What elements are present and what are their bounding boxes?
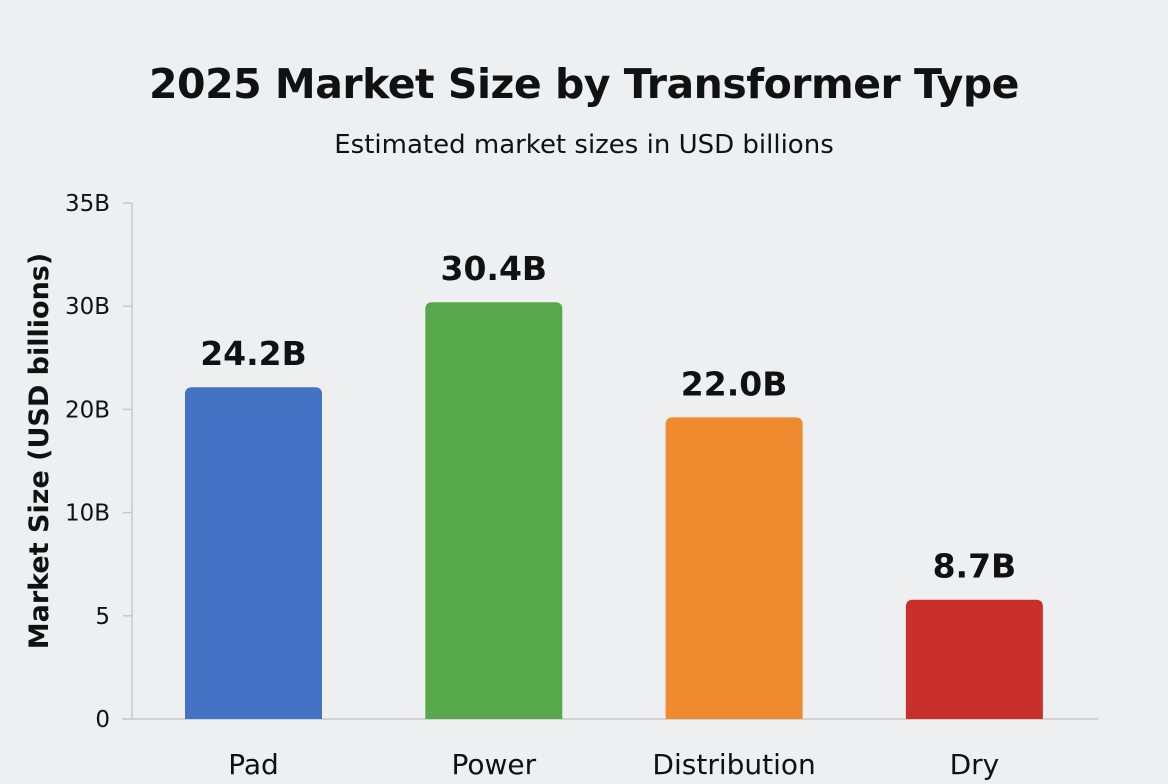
chart-subtitle: Estimated market sizes in USD billions: [334, 130, 834, 160]
y-tick-label: 20B: [65, 397, 110, 423]
data-label: 22.0B: [681, 364, 788, 403]
bar-pad: [185, 387, 322, 719]
data-label: 24.2B: [200, 334, 307, 373]
bar-distribution: [665, 417, 803, 719]
y-tick-label: 0: [95, 707, 110, 733]
x-tick-label: Pad: [228, 748, 279, 781]
chart-title: 2025 Market Size by Transformer Type: [149, 60, 1019, 108]
data-label: 8.7B: [933, 547, 1017, 586]
x-tick-label: Power: [451, 748, 536, 781]
y-tick-label: 30B: [65, 294, 110, 320]
data-label: 30.4B: [441, 249, 548, 288]
y-tick-label: 5: [95, 604, 110, 630]
bar-dry: [905, 599, 1043, 719]
x-tick-label: Distribution: [652, 748, 815, 781]
bar-power: [425, 302, 563, 719]
y-tick-label: 10B: [65, 501, 110, 527]
y-axis-label: Market Size (USD billions): [24, 253, 55, 649]
x-tick-label: Dry: [950, 748, 1000, 781]
y-tick-label: 35B: [65, 191, 110, 217]
